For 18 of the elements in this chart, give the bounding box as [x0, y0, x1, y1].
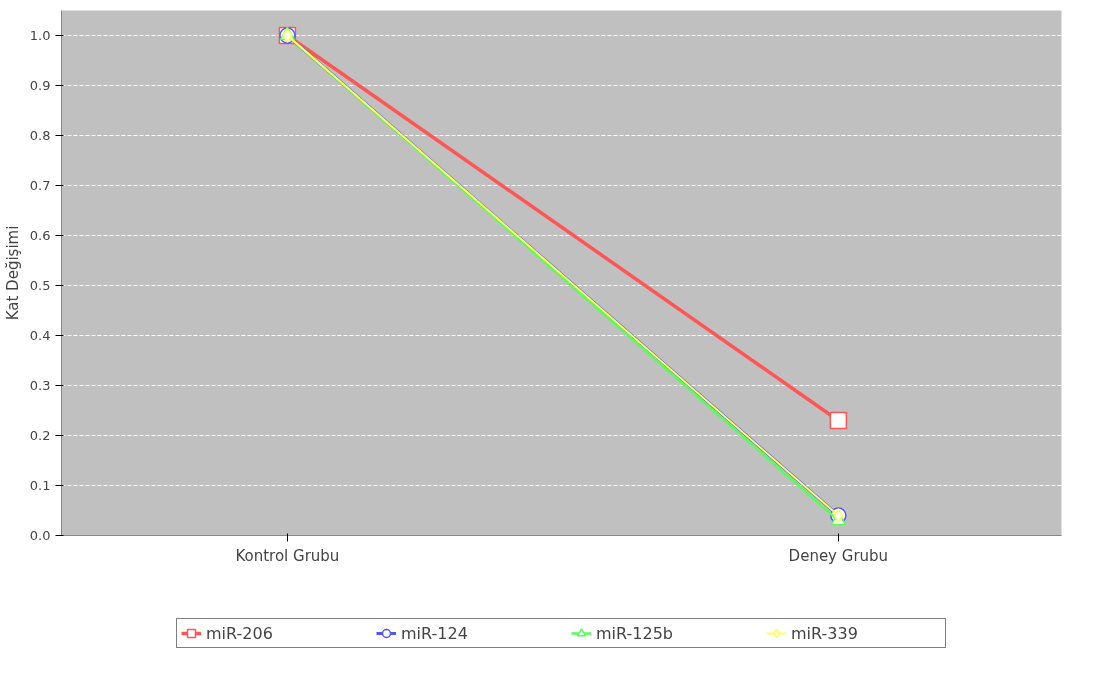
y-tick-label: 1.0 [29, 28, 51, 43]
y-tick-label: 0.9 [29, 78, 51, 93]
legend-label: miR-124 [401, 623, 469, 643]
legend-label: miR-339 [791, 623, 859, 643]
legend-label: miR-125b [596, 623, 674, 643]
y-tick-label: 0.8 [29, 128, 51, 143]
legend-label: miR-206 [206, 623, 274, 643]
y-tick-label: 0.6 [29, 228, 51, 243]
y-tick-label: 0.7 [29, 178, 51, 193]
y-tick-label: 0.1 [29, 478, 51, 493]
y-tick-label: 0.2 [29, 428, 51, 443]
y-tick-label: 0.4 [29, 328, 51, 343]
y-tick-label: 0.0 [29, 528, 51, 543]
y-tick-label: 0.5 [29, 278, 51, 293]
x-tick-label: Deney Grubu [788, 546, 889, 565]
x-tick-label: Kontrol Grubu [235, 546, 340, 565]
y-axis-title: Kat Değişimi [3, 225, 22, 321]
y-tick-label: 0.3 [29, 378, 51, 393]
